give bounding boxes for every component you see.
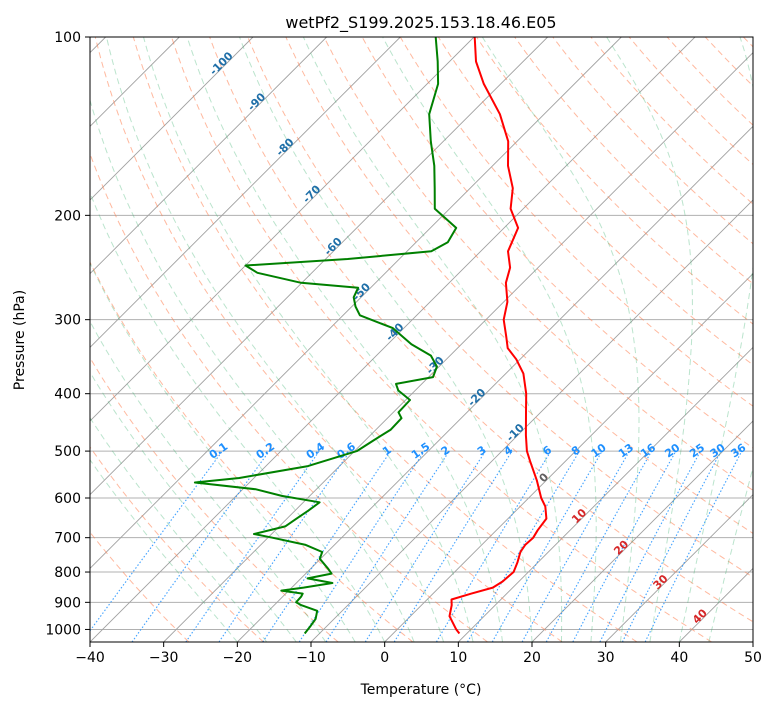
dry-adiabat-line <box>90 260 414 642</box>
isotherm-line <box>90 37 327 275</box>
dry-adiabat-line <box>132 37 638 642</box>
temperature-profile-line <box>448 37 548 635</box>
moist-adiabat-line <box>143 37 474 642</box>
moist-adiabat-line <box>708 465 753 642</box>
x-tick-label: −30 <box>149 650 179 666</box>
dry-adiabat-line <box>209 37 753 623</box>
y-axis-ticks: 1000 900 800 700 600 500 400 300 200 100 <box>45 30 90 638</box>
dry-adiabat-line <box>628 37 753 166</box>
isotherm-line <box>90 37 696 642</box>
moist-adiabat-line <box>90 98 415 642</box>
moist-adiabat-line <box>90 458 238 642</box>
moist-adiabat-line <box>90 320 327 642</box>
mixing-ratio-line <box>521 450 630 642</box>
mixing-ratio-line <box>621 450 722 642</box>
dry-adiabat-line <box>285 37 753 535</box>
moist-adiabat-line <box>606 37 693 642</box>
dry-adiabat-line <box>323 37 753 491</box>
moist-adiabat-line <box>239 37 533 642</box>
isotherm-line <box>605 494 753 642</box>
dry-adiabat-line <box>361 37 753 449</box>
dry-adiabat-line <box>514 37 753 285</box>
isotherm-line <box>531 420 753 642</box>
y-tick-label: 300 <box>54 313 81 329</box>
y-tick-label: 700 <box>54 531 81 547</box>
x-tick-label: 50 <box>744 650 762 666</box>
isotherm-line <box>458 346 753 642</box>
y-tick-label: 400 <box>54 387 81 403</box>
isotherm-line <box>90 37 475 422</box>
mixing-ratio-line <box>298 450 425 642</box>
moist-adiabat-line <box>106 37 445 642</box>
y-tick-label: 900 <box>54 595 81 611</box>
moist-adiabats <box>90 37 753 642</box>
x-tick-label: 10 <box>449 650 467 666</box>
dry-adiabat-line <box>90 152 488 642</box>
mixing-ratio-line <box>545 450 653 642</box>
y-axis-label: Pressure (hPa) <box>12 290 28 390</box>
isotherm-line <box>163 52 753 642</box>
mixing-ratio-line <box>364 450 486 642</box>
moist-adiabat-line <box>90 191 386 642</box>
y-tick-label: 200 <box>54 208 81 224</box>
dry-adiabat-line <box>247 37 753 578</box>
moist-adiabat-line <box>186 37 503 642</box>
x-axis-label: Temperature (°C) <box>360 682 482 698</box>
plot-frame <box>89 36 754 643</box>
y-tick-label: 800 <box>54 565 81 581</box>
dry-adiabat-line <box>171 37 712 642</box>
x-tick-label: 20 <box>523 650 541 666</box>
isotherm-line <box>90 37 548 496</box>
moist-adiabat-line <box>481 37 640 642</box>
dry-adiabats <box>90 37 753 642</box>
mixing-ratio-line <box>572 450 677 642</box>
x-tick-label: −10 <box>296 650 326 666</box>
mixing-ratio-line <box>185 450 320 642</box>
isotherm-line <box>384 273 753 642</box>
moist-adiabat-line <box>382 37 597 642</box>
x-tick-label: −20 <box>223 650 253 666</box>
sounding-profiles <box>193 37 548 635</box>
dry-adiabat-line <box>552 37 753 245</box>
x-tick-label: 0 <box>380 650 389 666</box>
isotherms <box>90 37 753 642</box>
mixing-ratio-line <box>218 450 351 642</box>
mixing-ratio-line <box>435 450 552 642</box>
mixing-ratio-line <box>599 450 701 642</box>
mixing-ratio-line <box>644 450 743 642</box>
y-tick-label: 1000 <box>45 622 81 638</box>
moist-adiabat-line <box>678 37 753 642</box>
isotherm-line <box>90 37 254 201</box>
isotherm-line <box>90 37 401 348</box>
dry-adiabat-line <box>94 37 563 642</box>
y-tick-label: 100 <box>54 30 81 46</box>
dry-adiabat-line <box>399 37 753 407</box>
mixing-ratio-line <box>90 450 223 632</box>
chart-title: wetPf2_S199.2025.153.18.46.E05 <box>285 13 556 33</box>
pressure-gridlines <box>90 37 753 630</box>
mixing-ratio-line <box>262 450 392 642</box>
dewpoint-profile-line <box>193 37 458 635</box>
dry-adiabat-line <box>90 446 264 642</box>
y-tick-label: 600 <box>54 491 81 507</box>
mixing-ratio-lines <box>90 450 743 642</box>
x-axis-ticks: −40 −30 −20 −10 0 10 20 30 40 50 <box>75 642 762 666</box>
moist-adiabat-line <box>90 371 297 642</box>
mixing-ratio-line <box>325 450 450 642</box>
mixing-ratio-line <box>131 450 270 642</box>
dry-adiabat-line <box>437 37 753 366</box>
isotherm-line <box>90 37 622 569</box>
x-tick-label: −40 <box>75 650 105 666</box>
moist-adiabat-line <box>90 416 268 642</box>
y-tick-label: 500 <box>54 444 81 460</box>
isotherm-line <box>237 125 753 642</box>
mixing-ratio-line <box>393 450 513 642</box>
x-tick-label: 40 <box>670 650 688 666</box>
x-tick-label: 30 <box>597 650 615 666</box>
moist-adiabat-line <box>302 37 563 642</box>
